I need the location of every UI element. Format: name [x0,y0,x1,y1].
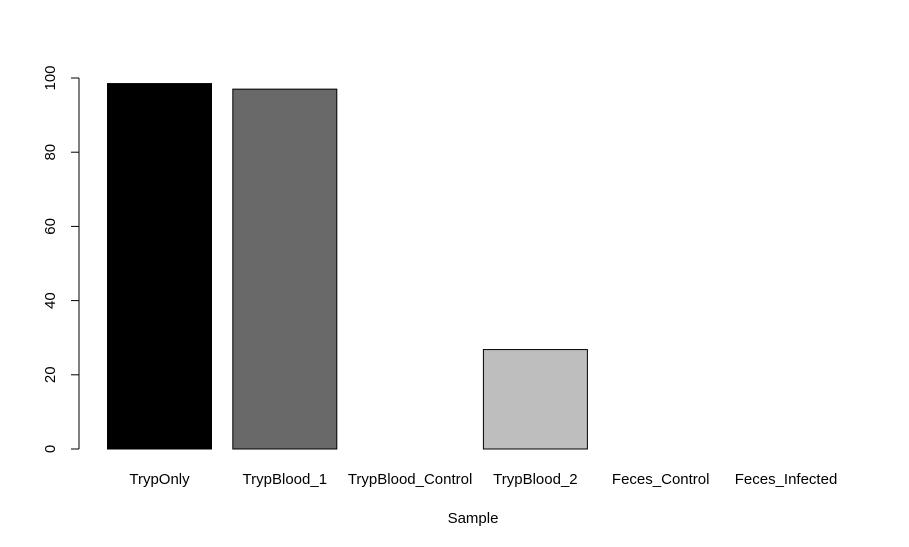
y-axis: 0 20 40 60 80 100 [42,65,80,453]
x-tick-label: TrypBlood_2 [493,471,578,488]
y-tick-label: 80 [42,144,59,161]
y-tick-label: 0 [42,445,59,453]
y-tick-label: 40 [42,292,59,309]
bar-TrypOnly [107,83,212,450]
y-tick-label: 60 [42,218,59,235]
bar-TrypBlood_2 [482,349,588,450]
bars-group [107,83,588,450]
x-tick-label: TrypBlood_1 [243,471,328,488]
y-tick-label: 20 [42,366,59,383]
x-tick-label: TrypBlood_Control [348,471,473,488]
bar-TrypBlood_1 [232,88,338,450]
x-tick-label: TrypOnly [129,471,190,488]
x-axis-labels: TrypOnly TrypBlood_1 TrypBlood_Control Tryp… [129,471,837,488]
x-tick-label: Feces_Control [612,471,710,488]
x-axis-title: Sample [448,510,499,527]
x-tick-label: Feces_Infected [735,471,838,488]
y-tick-label: 100 [42,65,59,90]
